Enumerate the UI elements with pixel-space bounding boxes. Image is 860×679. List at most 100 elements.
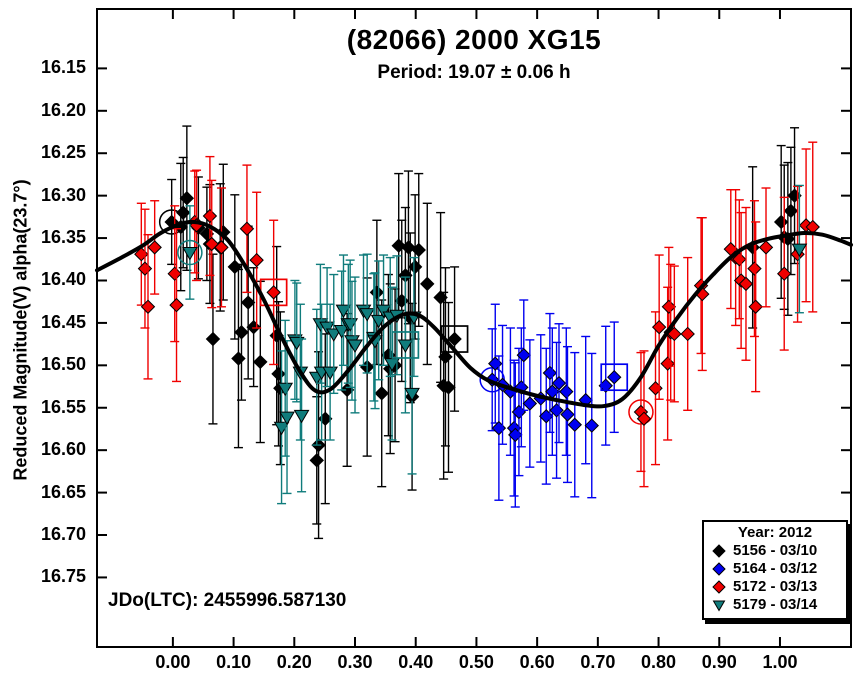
diamond-marker: [447, 331, 462, 347]
legend-item-label: 5164 - 03/12: [733, 560, 818, 577]
chart-subtitle: Period: 19.07 ± 0.06 h: [377, 62, 571, 83]
legend-diamond-icon: [712, 544, 726, 558]
diamond-marker: [147, 240, 162, 255]
diamond-marker: [567, 417, 582, 432]
x-tick-label: 0.80: [641, 652, 677, 672]
diamond-marker: [549, 403, 564, 418]
diamond-marker: [777, 266, 792, 281]
legend-title: Year: 2012: [737, 524, 813, 541]
x-tick-label: 0.40: [398, 652, 434, 672]
legend: Year: 2012 5156 - 03/10 5164 - 03/12 5172 …: [702, 520, 848, 620]
diamond-marker: [636, 411, 652, 426]
plot-frame: [96, 8, 852, 648]
x-tick-label: 0.20: [276, 652, 312, 672]
diamond-marker: [783, 203, 799, 219]
diamond-marker: [369, 285, 385, 300]
diamond-marker: [234, 325, 249, 340]
triangle-down-marker: [359, 308, 376, 322]
y-tick-label: 16.35: [40, 227, 86, 248]
triangle-down-marker: [182, 246, 198, 261]
diamond-marker: [607, 369, 622, 385]
diamond-marker: [522, 396, 538, 411]
y-tick-label: 16.45: [40, 311, 86, 332]
diamond-marker: [202, 208, 218, 224]
diamond-marker: [249, 252, 264, 268]
y-tick-label: 16.25: [40, 142, 86, 163]
triangle-down-marker: [277, 382, 294, 397]
diamond-marker: [266, 285, 281, 300]
triangle-down-marker: [342, 318, 359, 332]
reference-circle-flag: [628, 399, 654, 425]
legend-triangle-icon: [712, 600, 726, 612]
diamond-marker: [253, 354, 268, 370]
diamond-marker: [542, 365, 558, 381]
x-tick-label: 0.90: [701, 652, 737, 672]
diamond-marker: [167, 266, 182, 281]
diamond-marker: [205, 331, 221, 347]
x-tick-label: 0.50: [458, 652, 494, 672]
diamond-marker: [140, 299, 156, 314]
diamond-marker: [747, 261, 762, 276]
y-tick-label: 16.15: [40, 57, 86, 78]
y-tick-label: 16.60: [40, 439, 86, 460]
legend-item: 5172 - 03/13: [708, 578, 842, 596]
legend-diamond-icon: [712, 562, 726, 576]
chart-title: (82066) 2000 XG15: [346, 24, 602, 55]
triangle-down-marker: [333, 325, 350, 339]
diamond-marker: [680, 326, 695, 342]
diamond-marker: [551, 375, 567, 391]
legend-item-label: 5172 - 03/13: [733, 578, 818, 595]
jd-annotation: JDo(LTC): 2455996.587130: [108, 590, 347, 611]
diamond-marker: [309, 453, 324, 468]
diamond-marker: [441, 380, 456, 395]
diamond-marker: [411, 242, 426, 258]
y-tick-label: 16.30: [40, 184, 86, 205]
diamond-marker: [661, 299, 677, 314]
diamond-marker: [240, 295, 256, 310]
diamond-marker: [732, 252, 747, 267]
fit-curve: [95, 219, 853, 409]
x-tick-label: 1.00: [762, 652, 798, 672]
diamond-marker: [401, 240, 416, 255]
diamond-marker: [420, 276, 435, 292]
triangle-down-marker: [293, 409, 310, 424]
diamond-marker: [560, 407, 575, 422]
legend-item-label: 5156 - 03/10: [733, 542, 818, 559]
triangle-down-marker: [404, 387, 420, 402]
diamond-marker: [748, 299, 763, 314]
y-tick-label: 16.50: [40, 354, 86, 375]
diamond-marker: [214, 240, 229, 255]
legend-item: 5179 - 03/14: [708, 596, 842, 614]
reference-square-flag: [600, 363, 629, 392]
legend-rows: 5156 - 03/10 5164 - 03/12 5172 - 03/13 5179…: [708, 542, 842, 614]
y-tick-label: 16.65: [40, 481, 86, 502]
triangle-down-marker: [347, 339, 363, 353]
diamond-marker: [137, 261, 153, 276]
y-tick-label: 16.75: [40, 566, 86, 587]
y-tick-label: 16.55: [40, 396, 86, 417]
x-tick-label: 0.00: [155, 652, 191, 672]
legend-item: 5156 - 03/10: [708, 542, 842, 560]
diamond-marker: [584, 418, 599, 433]
diamond-marker: [516, 347, 531, 363]
x-tick-label: 0.30: [337, 652, 373, 672]
y-tick-label: 16.70: [40, 524, 86, 544]
diamond-marker: [271, 366, 286, 382]
diamond-marker: [175, 205, 191, 220]
diamond-marker: [246, 319, 261, 335]
diamond-marker: [651, 319, 667, 335]
diamond-marker: [660, 356, 675, 371]
triangle-down-marker: [791, 243, 808, 258]
diamond-marker: [559, 384, 574, 399]
y-tick-label: 16.20: [40, 99, 86, 120]
x-tick-label: 0.60: [519, 652, 555, 672]
legend-item-label: 5179 - 03/14: [733, 596, 818, 613]
triangle-down-marker: [279, 411, 295, 426]
diamond-marker: [231, 351, 246, 366]
diamond-marker: [738, 276, 754, 292]
diamond-marker: [227, 259, 243, 275]
y-tick-label: 16.40: [40, 269, 86, 290]
triangle-down-marker: [370, 314, 387, 329]
